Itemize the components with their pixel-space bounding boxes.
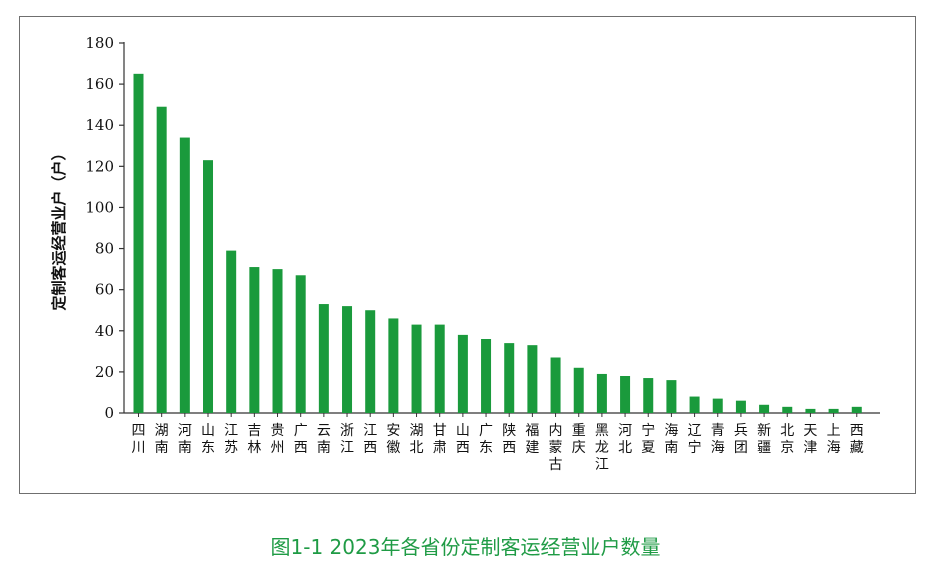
y-tick-label: 80 [95,240,114,258]
category-label: 青海 [711,423,725,456]
y-tick-label: 100 [85,198,114,216]
category-label: 山东 [201,423,215,456]
axes [123,42,880,414]
bar-山西 [457,334,468,413]
chart-frame: 定制客运经营业户（户） 0 20 40 60 80 100 120 140 160 180 四川湖… [19,16,916,494]
bar-江西 [365,310,376,413]
bar-黑龙江 [596,373,607,413]
bar-辽宁 [689,396,700,413]
bar-福建 [527,345,538,413]
figure-caption: 图1-1 2023年各省份定制客运经营业户数量 [270,535,661,559]
category-label: 云南 [317,423,331,456]
category-label: 山西 [456,423,470,456]
bar-广东 [481,339,492,413]
category-label: 江苏 [224,423,238,456]
bar-河南 [179,137,190,414]
category-label: 新疆 [757,423,771,456]
bar-上海 [828,408,839,413]
y-tick-label: 20 [95,363,114,381]
bar-新疆 [759,404,770,413]
bar-西藏 [851,406,862,413]
bar-海南 [666,380,677,413]
bar-安徽 [388,318,399,413]
bar-四川 [133,73,144,414]
category-label: 西藏 [850,423,864,456]
y-tick-label: 60 [95,281,114,299]
y-axis-label-group: 定制客运经营业户（户） [50,145,68,310]
category-label: 河南 [178,423,192,456]
category-labels: 四川湖南河南山东江苏吉林贵州广西云南浙江江西安徽湖北甘肃山西广东陕西福建内蒙古重… [132,422,864,473]
y-tick-label: 140 [85,116,114,134]
bar-广西 [295,275,306,413]
bar-天津 [805,408,816,413]
bar-湖北 [411,324,422,413]
bars [133,73,862,417]
category-label: 内蒙古 [549,423,563,473]
category-label: 黑龙江 [595,423,609,473]
bar-湖南 [156,106,167,413]
category-label: 湖南 [155,423,169,456]
category-label: 河北 [618,423,632,456]
category-label: 吉林 [247,423,261,456]
category-label: 安徽 [386,423,400,456]
category-label: 甘肃 [433,423,447,456]
bar-浙江 [342,306,353,413]
category-label: 广东 [479,423,493,456]
category-label: 上海 [827,423,841,456]
y-tick-label: 120 [85,157,114,175]
bar-吉林 [249,267,260,413]
bar-河北 [620,376,631,413]
bar-北京 [782,406,793,413]
category-label: 陕西 [502,423,516,456]
category-label: 四川 [132,423,146,456]
bar-重庆 [573,367,584,413]
category-label: 兵团 [734,423,748,456]
y-ticks: 0 20 40 60 80 100 120 140 160 180 [85,34,124,422]
category-label: 广西 [294,423,308,456]
category-label: 贵州 [271,423,285,456]
category-label: 湖北 [410,423,424,456]
y-tick-label: 40 [95,322,114,340]
bar-青海 [712,398,723,413]
bar-江苏 [226,250,237,413]
bar-宁夏 [643,378,654,413]
y-tick-label: 160 [85,75,114,93]
category-label: 海南 [664,423,678,456]
category-label: 宁夏 [641,422,655,456]
bar-兵团 [735,400,746,413]
category-label: 辽宁 [688,423,702,456]
category-label: 浙江 [340,423,354,456]
bar-山东 [203,160,214,413]
category-label: 福建 [525,423,539,456]
bar-陕西 [504,343,515,413]
bar-贵州 [272,269,283,413]
category-label: 北京 [780,423,794,456]
y-axis-label: 定制客运经营业户（户） [50,145,68,310]
category-label: 江西 [363,423,377,456]
category-label: 重庆 [572,423,586,456]
category-label: 天津 [803,423,817,456]
y-tick-label: 180 [85,34,114,52]
y-tick-label: 0 [104,404,114,422]
bar-云南 [318,304,329,413]
bar-甘肃 [434,324,445,413]
bar-内蒙古 [550,357,561,413]
